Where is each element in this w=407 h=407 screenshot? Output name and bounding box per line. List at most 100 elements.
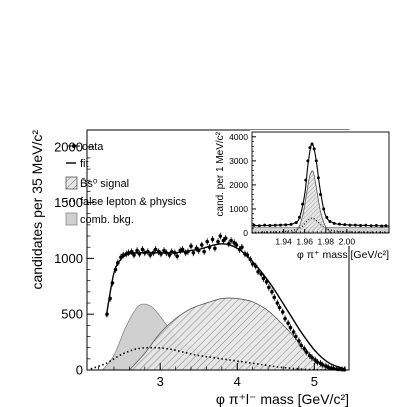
main-data-point (135, 247, 139, 254)
main-data-marker (175, 254, 179, 258)
inset-data-marker (314, 159, 318, 163)
inset-x-axis-label: φ π⁺ mass [GeV/c²] (297, 249, 389, 261)
main-data-point (245, 251, 250, 259)
main-data-marker (337, 367, 341, 372)
main-false-lepton-line (90, 346, 338, 370)
main-data-marker (202, 249, 206, 254)
inset-data-marker (268, 224, 272, 228)
inset-data-marker (374, 224, 378, 228)
main-data-marker (267, 285, 271, 290)
inset-data-marker (273, 223, 277, 227)
main-data-point (146, 248, 150, 256)
main-data-point (304, 348, 309, 356)
main-y-tick-label: 0 (76, 363, 83, 378)
inset-data-point (343, 223, 347, 227)
main-y-ticks: 0 500 1000 1500 2000 (54, 139, 94, 378)
main-data-point (151, 249, 156, 257)
inset-data-point (325, 215, 329, 219)
main-data-point (105, 310, 109, 318)
inset-false-lepton-curve (252, 217, 389, 233)
main-data-marker (315, 360, 320, 364)
inset-y-tick-label: 0 (243, 228, 248, 238)
main-data-point (218, 232, 223, 240)
inset-data-point (337, 222, 341, 226)
inset-data-point (310, 142, 314, 146)
inset-data-point (328, 219, 332, 223)
inset-data-marker (257, 224, 261, 228)
main-data-point (162, 247, 166, 254)
main-data-marker (223, 236, 228, 241)
main-data-point (175, 252, 179, 260)
main-data-marker (283, 316, 287, 321)
inset-data-point (380, 224, 384, 228)
inset-data-marker (310, 142, 314, 146)
inset-data-marker (348, 223, 352, 227)
main-data-point (248, 256, 253, 263)
main-data-marker (164, 250, 169, 255)
inset-x-ticks: 1.94 1.96 1.98 2.00 (262, 229, 390, 247)
main-data-marker (126, 250, 131, 255)
main-x-tick-label: 4 (234, 374, 241, 389)
main-data-point (129, 248, 134, 256)
inset-x-tick-label: 2.00 (339, 237, 356, 247)
main-data-point (126, 249, 131, 257)
main-data-marker (110, 281, 115, 285)
main-data-marker (146, 249, 150, 254)
inset-data-point (314, 159, 318, 163)
inset-data-point (268, 224, 272, 228)
main-x-axis-label: φ π⁺l⁻ mass [GeV/c²] (216, 391, 349, 407)
main-data-marker (119, 255, 123, 260)
main-data-point (223, 234, 228, 242)
main-data-marker (116, 261, 120, 265)
inset-data-marker (319, 193, 322, 197)
main-data-point (108, 295, 112, 302)
main-data-marker (326, 365, 330, 370)
main-data-point (288, 324, 293, 331)
main-data-point (119, 253, 123, 261)
main-data-point (321, 361, 325, 369)
main-data-point (156, 248, 161, 256)
main-data-marker (294, 334, 298, 339)
inset-data-point (364, 223, 368, 227)
main-data-marker (280, 310, 285, 314)
main-plot: 0 500 1000 1500 2000 3 4 5 candidates per 35 M… (29, 129, 350, 407)
main-data-point (342, 366, 347, 372)
main-data-marker (191, 250, 196, 255)
main-data-marker (159, 252, 163, 256)
main-data-point (169, 248, 174, 256)
inset-y-ticks: 0 1000 2000 3000 4000 (229, 132, 256, 238)
inset-data-point (304, 178, 308, 182)
inset-x-tick-label: 1.96 (296, 237, 313, 247)
main-data-marker (245, 253, 250, 257)
main-data-point (237, 246, 242, 253)
main-data-point (297, 337, 301, 345)
main-data-marker (153, 247, 158, 252)
main-data-marker (216, 239, 220, 244)
inset-plot-frame (251, 131, 390, 234)
main-data-point (159, 250, 163, 258)
inset-data-marker (337, 222, 341, 226)
inset-data-marker (297, 215, 301, 219)
main-data-marker (261, 276, 266, 281)
main-data-point (180, 246, 185, 253)
inset-data-marker (364, 223, 368, 227)
main-data-marker (121, 253, 126, 257)
main-data-marker (129, 249, 134, 254)
main-data-point (189, 242, 193, 250)
main-data-point (186, 248, 190, 256)
inset-signal-shape (290, 170, 333, 233)
inset-data-marker (312, 147, 316, 151)
main-data-point (202, 248, 206, 256)
main-data-marker (234, 243, 239, 247)
main-data-marker (270, 290, 274, 294)
main-data-marker (240, 245, 244, 250)
main-data-point (207, 243, 212, 251)
main-data-marker (226, 242, 231, 246)
main-data-marker (250, 262, 255, 266)
inset-data-marker (369, 224, 373, 228)
main-data-marker (288, 325, 293, 330)
main-data-marker (253, 264, 258, 268)
inset-data-point (369, 224, 373, 228)
main-data-marker (108, 296, 112, 301)
main-data-point (256, 268, 260, 276)
